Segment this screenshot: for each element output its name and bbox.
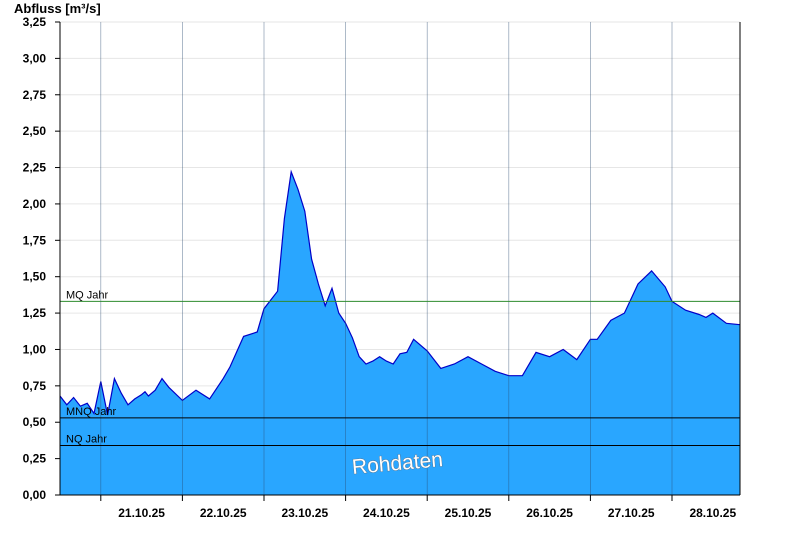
y-tick-label: 2,00 <box>23 197 47 211</box>
discharge-area-fill <box>60 171 740 495</box>
y-tick-label: 0,25 <box>23 452 47 466</box>
y-tick-label: 0,00 <box>23 488 47 502</box>
y-tick-label: 2,25 <box>23 161 47 175</box>
x-tick-label: 22.10.25 <box>200 506 247 520</box>
y-axis-title: Abfluss [m³/s] <box>14 1 101 16</box>
y-tick-label: 0,75 <box>23 379 47 393</box>
x-tick-label: 24.10.25 <box>363 506 410 520</box>
reference-line-label: MQ Jahr <box>66 289 109 301</box>
x-tick-label: 23.10.25 <box>281 506 328 520</box>
reference-line-label: MNQ Jahr <box>66 406 116 418</box>
x-tick-label: 26.10.25 <box>526 506 573 520</box>
x-tick-label: 25.10.25 <box>445 506 492 520</box>
y-tick-label: 1,00 <box>23 342 47 356</box>
y-tick-label: 1,75 <box>23 233 47 247</box>
x-tick-label: 28.10.25 <box>689 506 736 520</box>
grid-lines <box>60 21 740 460</box>
x-tick-label: 27.10.25 <box>608 506 655 520</box>
reference-line-label: NQ Jahr <box>66 434 107 446</box>
y-tick-label: 0,50 <box>23 415 47 429</box>
y-tick-label: 2,50 <box>23 124 47 138</box>
reference-lines: MQ Jahr MNQ Jahr NQ Jahr <box>60 289 740 447</box>
discharge-area <box>59 169 741 495</box>
x-tick-labels: 21.10.25 22.10.25 23.10.25 24.10.25 25.10.25… <box>118 506 736 520</box>
day-divider-lines <box>100 22 673 495</box>
x-tick-label: 21.10.25 <box>118 506 165 520</box>
y-tick-labels: 0,00 0,25 0,50 0,75 1,00 1,25 1,50 1,75 2,00 2,25… <box>23 15 47 502</box>
y-tick-label: 1,50 <box>23 270 47 284</box>
y-tick-label: 3,00 <box>23 51 47 65</box>
y-tick-label: 1,25 <box>23 306 47 320</box>
axes <box>55 21 741 501</box>
y-tick-label: 2,75 <box>23 88 47 102</box>
y-tick-label: 3,25 <box>23 15 47 29</box>
